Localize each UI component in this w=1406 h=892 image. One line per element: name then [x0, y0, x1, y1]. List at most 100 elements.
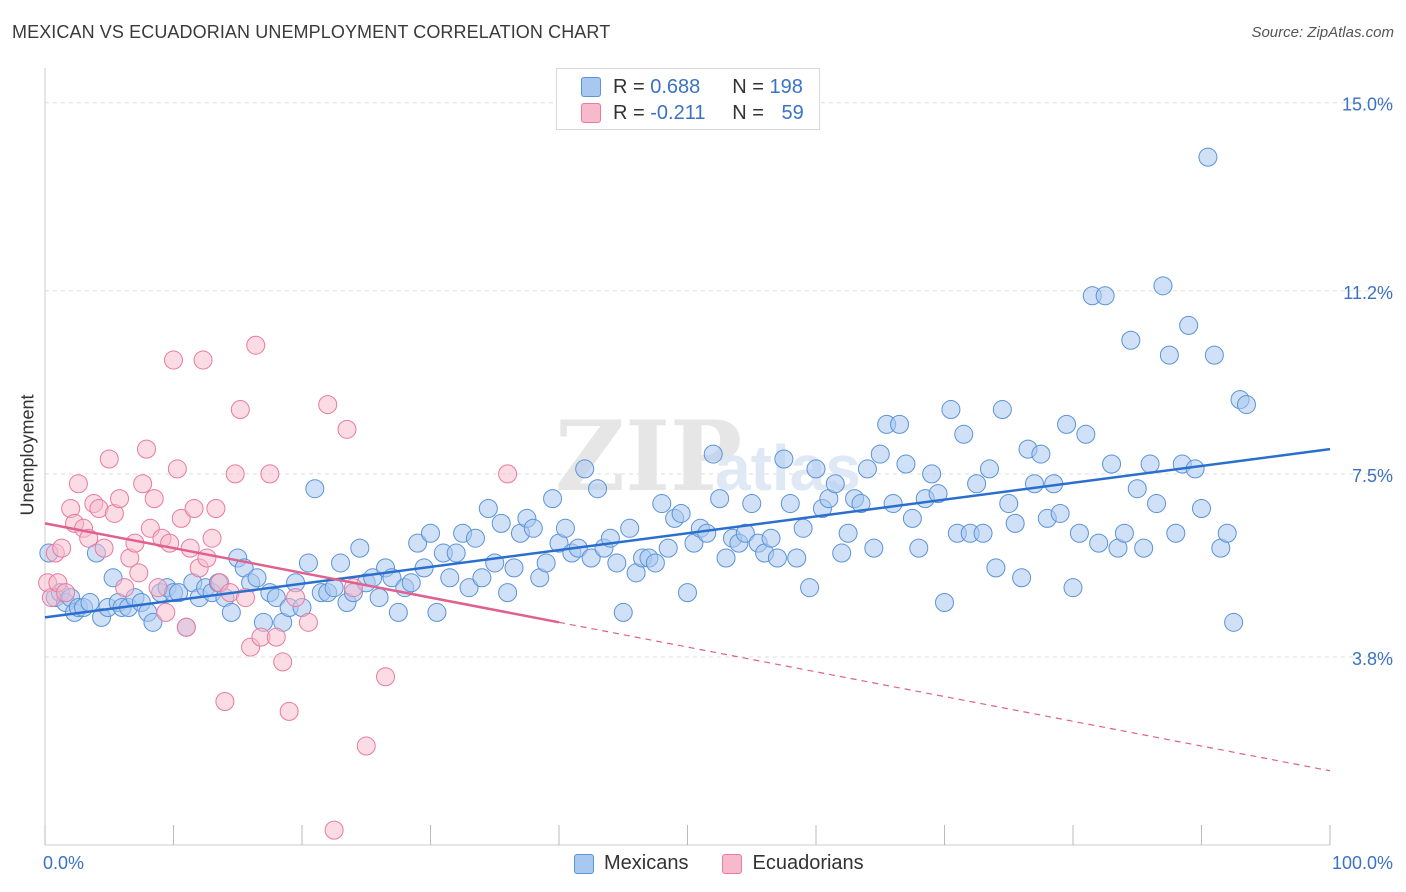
ecuadorians-point	[171, 508, 191, 528]
ecuadorians-point	[110, 489, 130, 509]
bottom-legend-label: Ecuadorians	[752, 852, 864, 874]
mexicans-point	[838, 523, 858, 543]
mexicans-point	[498, 583, 518, 603]
mexicans-point	[543, 489, 563, 509]
mexicans-point	[857, 459, 877, 479]
mexicans-point	[1179, 315, 1199, 335]
ecuadorians-point	[180, 538, 200, 558]
legend-n-value: 198	[769, 75, 803, 98]
ecuadorians-points	[38, 335, 518, 840]
ecuadorians-point	[115, 578, 135, 598]
mexicans-point	[780, 494, 800, 514]
legend-swatch-ecuadorians	[581, 103, 601, 123]
x-tick-label: 100.0%	[1332, 853, 1393, 873]
x-tick-labels: 0.0% 100.0%	[43, 853, 1393, 873]
y-tick-label: 11.2%	[1343, 283, 1393, 303]
mexicans-point	[1134, 538, 1154, 558]
mexicans-point	[421, 523, 440, 543]
trend-lines	[44, 447, 1331, 772]
mexicans-point	[1031, 444, 1051, 464]
ecuadorians-point	[279, 701, 299, 721]
legend-n-label: N =	[732, 75, 764, 98]
mexicans-point	[716, 548, 736, 568]
ecuadorians-point	[129, 563, 149, 583]
mexicans-point	[671, 503, 691, 523]
mexicans-point	[1089, 533, 1109, 553]
mexicans-point	[767, 548, 787, 568]
ecuadorians-point	[235, 588, 255, 608]
mexicans-point	[491, 513, 511, 533]
mexicans-point	[427, 602, 447, 622]
mexicans-point	[305, 479, 325, 499]
mexicans-point	[710, 489, 730, 509]
y-tick-label: 15.0%	[1342, 95, 1393, 115]
ecuadorians-point	[337, 419, 357, 439]
mexicans-point	[536, 553, 556, 573]
mexicans-point	[1217, 523, 1237, 543]
mexicans-points	[39, 147, 1256, 637]
mexicans-point	[465, 528, 485, 548]
ecuadorians-point	[99, 449, 119, 469]
mexicans-point	[1198, 147, 1218, 167]
mexicans-point	[1102, 454, 1122, 474]
mexicans-point	[992, 400, 1012, 420]
mexicans-point	[80, 593, 100, 613]
mexicans-point	[472, 568, 492, 588]
legend-r-value: 0.688	[650, 75, 701, 98]
mexicans-point	[266, 588, 286, 608]
ecuadorians-point	[356, 736, 376, 756]
mexicans-point	[1166, 523, 1186, 543]
mexicans-point	[941, 400, 961, 420]
mexicans-point	[1121, 330, 1141, 350]
mexicans-point	[935, 593, 954, 613]
y-tick-label: 7.5%	[1352, 466, 1393, 486]
mexicans-point	[742, 494, 762, 514]
mexicans-point	[1050, 503, 1070, 523]
mexicans-point	[658, 538, 678, 558]
mexicans-point	[1005, 513, 1025, 533]
mexicans-point	[575, 459, 595, 479]
mexicans-point	[169, 583, 189, 603]
mexicans-point	[1185, 459, 1205, 479]
mexicans-point	[832, 543, 852, 563]
mexicans-point	[369, 588, 389, 608]
mexicans-point	[478, 499, 498, 519]
mexicans-point	[504, 558, 524, 578]
mexicans-point	[1192, 499, 1211, 519]
ecuadorians-point	[94, 538, 114, 558]
ecuadorians-point	[193, 350, 213, 370]
ecuadorians-point	[56, 583, 76, 603]
legend: R = 0.688 N = 198 R = -0.211 N = 59	[556, 68, 820, 130]
mexicans-point	[902, 508, 922, 528]
legend-row-mexicans: R = 0.688 N = 198	[581, 75, 803, 99]
ecuadorians-point	[184, 499, 204, 519]
mexicans-point	[247, 568, 267, 588]
ecuadorians-point	[144, 489, 164, 509]
mexicans-point	[793, 518, 813, 538]
source-label: Source: ZipAtlas.com	[1251, 24, 1394, 41]
mexicans-point	[825, 474, 845, 494]
mexicans-point	[678, 583, 697, 603]
mexicans-point	[774, 449, 794, 469]
ecuadorians-trend-line	[44, 522, 560, 624]
mexicans-point	[870, 444, 890, 464]
legend-r-label: R =	[613, 75, 645, 98]
ecuadorians-point	[215, 691, 235, 711]
ecuadorians-point	[246, 335, 266, 355]
mexicans-point	[800, 578, 820, 598]
mexicans-point	[1140, 454, 1160, 474]
ecuadorians-point	[137, 439, 157, 459]
mexicans-point	[1076, 424, 1096, 444]
ecuadorians-point	[318, 395, 338, 415]
mexicans-point	[523, 518, 543, 538]
mexicans-point	[1063, 578, 1083, 598]
bottom-swatch-ecuadorians	[722, 853, 743, 874]
mexicans-trend-line	[44, 447, 1331, 619]
mexicans-point	[440, 568, 460, 588]
mexicans-point	[652, 494, 672, 514]
mexicans-point	[896, 454, 916, 474]
mexicans-point	[928, 484, 948, 504]
x-tick-label: 0.0%	[43, 853, 84, 873]
mexicans-point	[697, 523, 717, 543]
ecuadorians-point	[133, 474, 153, 494]
